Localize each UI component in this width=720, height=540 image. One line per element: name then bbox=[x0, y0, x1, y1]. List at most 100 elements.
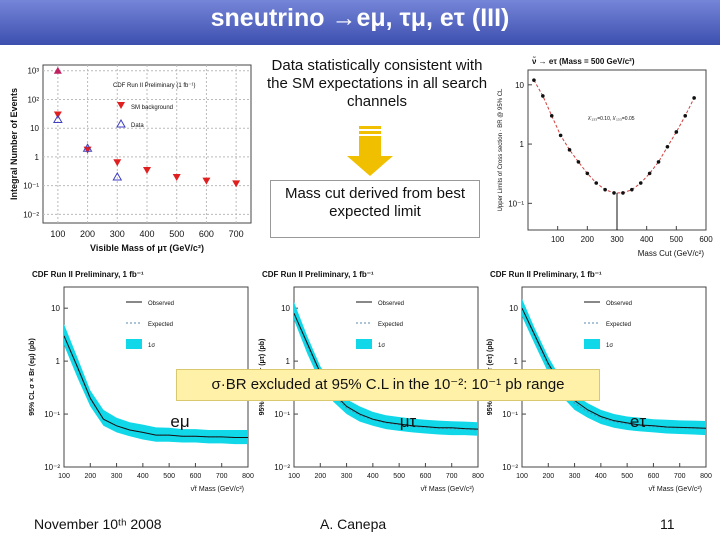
one-sigma-band bbox=[64, 324, 248, 445]
x-tick-label: 400 bbox=[137, 473, 149, 480]
x-tick-label: 500 bbox=[393, 473, 405, 480]
x-axis-label: ν̃τ Mass (GeV/c²) bbox=[421, 486, 474, 493]
annotation: λ'₁₃₃=0.10, λ'₁₃₃=0.05 bbox=[588, 116, 635, 122]
limit-point bbox=[612, 191, 616, 195]
limit-point bbox=[692, 96, 696, 100]
observed-line bbox=[63, 335, 248, 439]
integral-events-chart: 100 200 300 400 500 600 700 10⁻² 10⁻¹ 1 10 10² 10³ Vi… bbox=[9, 64, 252, 253]
limit-point bbox=[558, 133, 563, 138]
x-tick-label: 300 bbox=[341, 473, 353, 480]
limit-point bbox=[621, 191, 625, 195]
sm-point bbox=[232, 180, 241, 188]
x-tick-label: 700 bbox=[216, 473, 228, 480]
limit-point bbox=[656, 160, 661, 164]
y-tick-label: 10² bbox=[27, 95, 39, 104]
y-tick-label: 1 bbox=[56, 357, 61, 366]
y-tick-label: 10 bbox=[30, 124, 39, 133]
x-tick-label: 600 bbox=[648, 473, 660, 480]
chart-title: ν̃ → eτ (Mass = 500 GeV/c²) bbox=[532, 57, 635, 66]
limit-point bbox=[674, 130, 679, 134]
x-axis-label: ν̃τ Mass (GeV/c²) bbox=[649, 486, 702, 493]
sm-point bbox=[202, 177, 211, 185]
legend-band-label: 1σ bbox=[148, 343, 155, 349]
legend-band-label: 1σ bbox=[606, 343, 613, 349]
limit-point bbox=[638, 181, 643, 185]
y-tick-label: 10⁻¹ bbox=[274, 410, 290, 419]
consistency-text: Data statistically consistent with the S… bbox=[266, 57, 488, 110]
limit-point bbox=[585, 171, 590, 176]
limit-point bbox=[594, 181, 599, 185]
x-tick-label: 600 bbox=[420, 473, 432, 480]
x-tick-label: 600 bbox=[199, 229, 214, 239]
limit-point bbox=[576, 160, 581, 164]
x-tick-label: 100 bbox=[516, 473, 528, 480]
y-axis-label: Integral Number of Events bbox=[9, 88, 19, 200]
data-point bbox=[112, 171, 123, 181]
x-tick-label: 200 bbox=[542, 473, 554, 480]
expected-limit-line bbox=[533, 79, 695, 194]
y-tick-label: 10⁻¹ bbox=[508, 199, 524, 208]
upper-limit-chart: ν̃ → eτ (Mass = 500 GeV/c²) 100 200 300 400 5… bbox=[498, 57, 713, 258]
legend-band-swatch bbox=[126, 339, 142, 349]
x-tick-label: 700 bbox=[229, 229, 244, 239]
y-tick-label: 10 bbox=[515, 81, 524, 90]
limit-point bbox=[532, 78, 536, 82]
x-tick-label: 300 bbox=[569, 473, 581, 480]
chart-title: CDF Run II Preliminary, 1 fb⁻¹ bbox=[262, 270, 374, 279]
y-tick-label: 1 bbox=[286, 357, 291, 366]
y-tick-label: 10⁻² bbox=[502, 463, 518, 472]
limit-point bbox=[541, 94, 545, 98]
limit-point bbox=[683, 114, 688, 118]
x-tick-label: 200 bbox=[314, 473, 326, 480]
x-tick-label: 500 bbox=[163, 473, 175, 480]
y-tick-label: 10 bbox=[281, 304, 290, 313]
y-tick-label: 10⁻¹ bbox=[502, 410, 518, 419]
x-axis-label: Visible Mass of μτ (GeV/c²) bbox=[90, 243, 204, 253]
legend-observed-label: Observed bbox=[148, 301, 174, 307]
x-tick-label: 800 bbox=[242, 473, 254, 480]
x-tick-label: 200 bbox=[581, 235, 595, 244]
one-sigma-band bbox=[522, 298, 706, 436]
x-tick-label: 800 bbox=[472, 473, 484, 480]
x-tick-label: 200 bbox=[80, 229, 95, 239]
legend-band-label: 1σ bbox=[378, 343, 385, 349]
x-tick-label: 200 bbox=[84, 473, 96, 480]
down-arrow bbox=[347, 126, 393, 176]
data-point bbox=[52, 114, 63, 124]
x-tick-label: 300 bbox=[610, 235, 624, 244]
x-tick-label: 300 bbox=[110, 229, 125, 239]
y-tick-label: 1 bbox=[35, 153, 40, 162]
exclusion-banner: σ·BR excluded at 95% C.L in the 10⁻²: 10… bbox=[176, 369, 600, 401]
x-tick-label: 800 bbox=[700, 473, 712, 480]
legend-observed-label: Observed bbox=[378, 301, 404, 307]
consistency-callout: Data statistically consistent with the S… bbox=[266, 57, 488, 125]
y-tick-label: 10⁻¹ bbox=[23, 182, 39, 191]
x-tick-label: 100 bbox=[551, 235, 565, 244]
expected-line bbox=[293, 313, 479, 431]
sm-point bbox=[143, 167, 151, 175]
mass-cut-text: Mass cut derived from best expected limi… bbox=[284, 185, 466, 220]
chart-title: CDF Run II Preliminary (1 fb⁻¹) bbox=[113, 83, 196, 89]
x-tick-label: 700 bbox=[674, 473, 686, 480]
limit-point bbox=[647, 171, 652, 176]
integral-events-plot: 100 200 300 400 500 600 700 10⁻² 10⁻¹ 1 10 10² 10³ Vi… bbox=[9, 64, 252, 253]
legend-expected-label: Expected bbox=[606, 322, 631, 328]
x-tick-label: 600 bbox=[699, 235, 713, 244]
exclusion-text: σ·BR excluded at 95% C.L in the 10⁻²: 10… bbox=[211, 376, 565, 393]
x-tick-label: 700 bbox=[446, 473, 458, 480]
legend-data-marker bbox=[116, 118, 126, 128]
title-bar: sneutrino →eμ, τμ, eτ (III) bbox=[0, 0, 720, 45]
x-tick-label: 100 bbox=[288, 473, 300, 480]
legend-band-swatch bbox=[356, 339, 372, 349]
x-axis-label: Mass Cut (GeV/c²) bbox=[638, 249, 705, 258]
channel-label: μτ bbox=[400, 412, 417, 431]
x-tick-label: 100 bbox=[58, 473, 70, 480]
footer-date: November 10ᵗʰ 2008 bbox=[34, 516, 162, 532]
y-axis-label: Upper Limits of Cross section · BR @ 95%… bbox=[498, 88, 504, 211]
x-tick-label: 600 bbox=[190, 473, 202, 480]
legend-expected-label: Expected bbox=[378, 322, 403, 328]
y-tick-label: 10⁻² bbox=[44, 463, 60, 472]
sm-point bbox=[172, 174, 181, 182]
sm-point bbox=[113, 159, 122, 167]
limit-point bbox=[665, 144, 670, 149]
